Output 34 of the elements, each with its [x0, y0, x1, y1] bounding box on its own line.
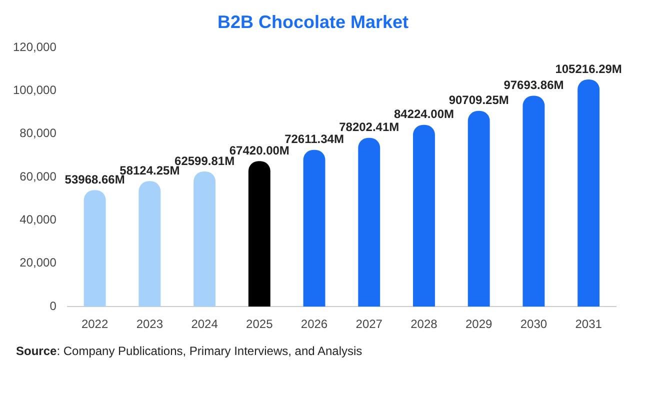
- x-tick-label: 2028: [410, 317, 438, 332]
- y-tick-label: 20,000: [20, 256, 57, 270]
- bar: [248, 161, 270, 307]
- x-tick-label: 2029: [465, 317, 493, 332]
- y-tick-label: 60,000: [20, 169, 57, 184]
- y-tick-label: 0: [50, 298, 57, 313]
- x-tick-label: 2025: [246, 317, 274, 332]
- bar: [194, 171, 216, 307]
- data-label: 84224.00M: [394, 107, 454, 122]
- data-label: 97693.86M: [504, 78, 564, 92]
- data-label: 78202.41M: [339, 120, 400, 134]
- bar: [413, 124, 435, 307]
- bar: [84, 190, 106, 307]
- bar: [138, 181, 161, 307]
- y-tick-label: 100,000: [12, 83, 57, 98]
- source-note: Source: Company Publications, Primary Interviews, and Analysis: [16, 344, 362, 358]
- y-tick-label: 80,000: [20, 126, 57, 140]
- bar: [578, 80, 600, 307]
- x-tick-label: 2030: [520, 317, 548, 332]
- x-tick-label: 2026: [300, 317, 328, 332]
- chart-title: B2B Chocolate Market: [217, 12, 409, 32]
- data-label: 105216.29M: [555, 62, 622, 76]
- x-tick-label: 2031: [575, 317, 602, 332]
- x-tick-label: 2027: [356, 317, 383, 332]
- x-tick-label: 2022: [81, 317, 108, 332]
- x-tick-label: 2024: [191, 317, 218, 332]
- bar: [303, 150, 326, 307]
- bar: [358, 138, 380, 307]
- bar: [522, 96, 545, 307]
- bar: [468, 110, 490, 307]
- data-label: 90709.25M: [448, 93, 509, 108]
- y-tick-label: 120,000: [12, 40, 57, 54]
- x-tick-label: 2023: [136, 317, 164, 332]
- y-tick-label: 40,000: [20, 212, 57, 227]
